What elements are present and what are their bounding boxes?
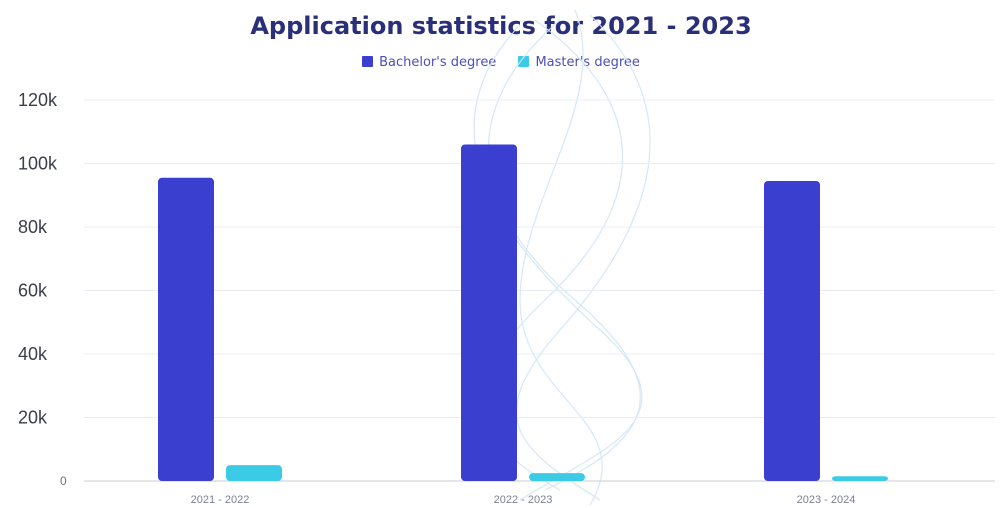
chart-title: Application statistics for 2021 - 2023: [250, 12, 752, 40]
y-tick-label: 120k: [18, 90, 58, 110]
x-tick-label: 2021 - 2022: [191, 494, 250, 506]
legend-item-master: Master's degree: [518, 55, 640, 70]
y-tick-label: 60k: [18, 281, 48, 301]
bar-bachelor-1: [158, 177, 214, 481]
bar-master-2: [529, 473, 585, 481]
y-tick-label: 100k: [18, 154, 58, 174]
bar-bachelor-2: [461, 144, 517, 481]
background-ribbon-curve: [516, 14, 651, 501]
y-tick-label: 0: [60, 474, 67, 488]
bar-master-3: [832, 476, 888, 481]
legend-swatch-master: [518, 56, 530, 67]
bar-bachelor-3: [764, 180, 820, 481]
y-tick-label: 80k: [18, 217, 48, 237]
background-ribbon-curve: [473, 24, 643, 501]
background-ribbon-curve: [519, 9, 603, 506]
legend-label-master: Master's degree: [535, 55, 640, 70]
x-tick-label: 2022 - 2023: [494, 494, 553, 506]
legend-item-bachelor: Bachelor's degree: [362, 55, 496, 70]
x-tick-label: 2023 - 2024: [797, 494, 856, 506]
y-tick-label: 40k: [18, 344, 48, 364]
legend: Bachelor's degree Master's degree: [0, 55, 1002, 70]
bar-master-1: [226, 465, 282, 481]
background-ribbon-curve: [487, 19, 641, 491]
y-tick-label: 20k: [18, 408, 48, 428]
legend-label-bachelor: Bachelor's degree: [379, 55, 497, 70]
legend-swatch-bachelor: [362, 56, 374, 67]
